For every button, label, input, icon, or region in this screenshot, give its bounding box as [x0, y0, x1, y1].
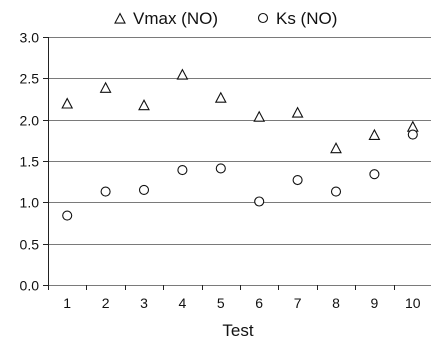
x-tick-label: 1 — [63, 295, 71, 311]
circle-marker — [407, 129, 418, 140]
axes — [43, 37, 395, 290]
legend-item: Vmax (NO) — [114, 9, 218, 28]
triangle-marker — [138, 99, 150, 111]
x-tick-label: 8 — [332, 295, 340, 311]
triangle-marker — [368, 128, 381, 140]
circle-marker — [62, 210, 73, 221]
y-tick-label: 0.0 — [20, 278, 40, 294]
x-tick-label: 10 — [405, 295, 421, 311]
y-tick-label: 0.5 — [20, 237, 40, 253]
x-axis-title: Test — [222, 321, 253, 340]
x-tick-label: 4 — [179, 295, 187, 311]
triangle-marker — [176, 68, 189, 80]
legend-item: Ks (NO) — [257, 9, 337, 28]
y-tick-label: 1.0 — [20, 195, 40, 211]
circle-marker — [100, 186, 111, 197]
legend-circle-marker — [257, 12, 269, 24]
x-tick-label: 7 — [294, 295, 302, 311]
legend-label: Ks (NO) — [276, 9, 337, 28]
tick-labels: 0.0 0.5 1.0 1.5 2.0 2.5 3.0 1 2 3 4 5 6 7 8 9 10 — [20, 30, 421, 312]
x-tick-label: 6 — [255, 295, 263, 311]
triangle-marker — [99, 81, 112, 93]
x-tick-label: 9 — [371, 295, 379, 311]
y-tick-label: 1.5 — [20, 154, 40, 170]
series-vmax — [61, 68, 419, 154]
y-tick-label: 3.0 — [20, 30, 40, 46]
triangle-marker — [330, 142, 342, 154]
circle-marker — [369, 169, 380, 180]
circle-marker — [215, 163, 226, 174]
circle-marker — [254, 196, 265, 207]
data-markers — [61, 68, 419, 221]
x-tick-label: 3 — [140, 295, 148, 311]
x-tick-label: 2 — [102, 295, 110, 311]
circle-marker — [292, 174, 303, 186]
triangle-marker — [291, 106, 304, 118]
circle-marker — [330, 186, 342, 197]
y-tick-label: 2.5 — [20, 71, 40, 87]
circle-marker — [138, 184, 150, 195]
legend-label: Vmax (NO) — [133, 9, 218, 28]
y-tick-label: 2.0 — [20, 113, 40, 129]
circle-marker — [177, 165, 188, 176]
triangle-marker — [61, 97, 74, 109]
gridlines — [48, 37, 431, 286]
legend-triangle-marker — [114, 12, 126, 24]
x-tick-label: 5 — [217, 295, 225, 311]
series-ks — [62, 129, 418, 221]
legend: Vmax (NO) Ks (NO) — [114, 9, 337, 28]
triangle-marker — [253, 110, 266, 122]
triangle-marker — [214, 91, 227, 103]
